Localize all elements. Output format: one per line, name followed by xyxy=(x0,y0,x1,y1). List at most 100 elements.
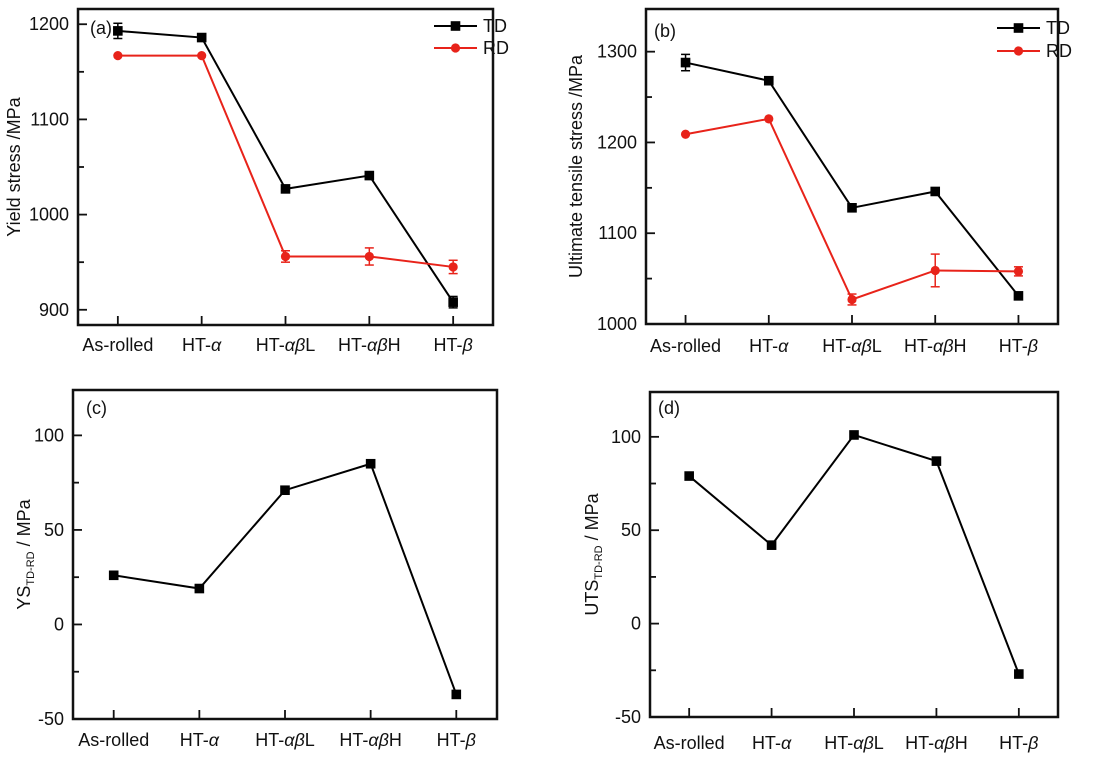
series-TD xyxy=(113,22,458,309)
data-point-square xyxy=(108,570,119,581)
x-tick-label: HT-α xyxy=(180,730,220,750)
series-line xyxy=(688,433,1020,675)
data-point-circle xyxy=(680,129,691,139)
axis-box xyxy=(644,7,1060,326)
y-axis-title: UTSTD-RD / MPa xyxy=(582,492,605,615)
axis-box xyxy=(71,388,499,721)
data-point-square xyxy=(931,456,942,466)
legend-label-TD: TD xyxy=(1046,18,1070,38)
panel-letter: (b) xyxy=(654,21,676,41)
series-RD xyxy=(680,114,1024,306)
x-axis-ticks: As-rolled HT-α HT-αβL HT-αβH HT-β xyxy=(82,316,473,355)
panel-letter: (a) xyxy=(90,18,112,38)
legend-label-RD: RD xyxy=(1046,41,1072,61)
data-point-square xyxy=(684,471,694,481)
y-tick-label: 1200 xyxy=(29,14,69,34)
chart-panel-c-ys-difference: -50 0 50 100 As-rolled HT-α HT-αβL HT-αβH HT-β (c… xyxy=(14,388,499,750)
x-tick-label: HT-α xyxy=(752,733,792,753)
y-tick-label: 900 xyxy=(39,300,69,320)
x-tick-label: HT-α xyxy=(749,336,789,356)
y-axis-ticks: -50 0 50 100 xyxy=(611,427,659,727)
data-point-square xyxy=(766,540,777,550)
data-point-circle xyxy=(847,294,857,305)
series-TD xyxy=(680,53,1024,301)
data-point-circle xyxy=(364,251,374,262)
data-point-square xyxy=(763,75,774,86)
y-axis-ticks: 900 1000 1100 1200 xyxy=(29,14,87,320)
x-tick-label: HT-αβH xyxy=(339,730,402,750)
x-tick-label: HT-αβL xyxy=(256,335,316,355)
y-axis-title: Yield stress /MPa xyxy=(4,96,24,236)
data-point-square xyxy=(1013,291,1024,301)
y-tick-label: 1000 xyxy=(29,205,69,225)
x-tick-label: HT-α xyxy=(182,335,222,355)
data-point-square xyxy=(847,203,857,213)
y-tick-label: -50 xyxy=(615,707,641,727)
y-tick-label: 1100 xyxy=(598,223,637,243)
legend-marker-RD xyxy=(450,43,461,53)
legend: TD RD xyxy=(997,18,1072,61)
panel-letter: (d) xyxy=(658,398,680,418)
x-tick-label: HT-β xyxy=(999,336,1038,356)
x-tick-label: HT-αβL xyxy=(255,730,315,750)
y-axis-title: YSTD-RD / MPa xyxy=(14,498,37,609)
y-tick-label: 1100 xyxy=(30,109,69,129)
x-tick-label: HT-αβH xyxy=(338,335,401,355)
y-tick-label: 1200 xyxy=(597,132,637,152)
y-axis-ticks: 1000 1100 1200 1300 xyxy=(597,42,655,334)
data-point-circle xyxy=(197,51,207,61)
y-tick-label: 0 xyxy=(54,614,64,634)
data-point-square xyxy=(280,485,290,496)
x-axis-ticks: As-rolled HT-α HT-αβL HT-αβH HT-β xyxy=(650,315,1038,356)
data-point-square xyxy=(364,170,375,181)
y-axis-title: Ultimate tensile stress /MPa xyxy=(566,54,586,278)
y-tick-label: 0 xyxy=(631,614,641,634)
chart-panel-a-yield-stress: 900 1000 1100 1200 As-rolled HT-α HT-αβL HT-αβH… xyxy=(4,7,509,355)
legend-label-RD: RD xyxy=(483,38,509,58)
data-point-circle xyxy=(448,262,458,272)
panel-letter: (c) xyxy=(86,398,107,418)
x-tick-label: As-rolled xyxy=(78,730,149,750)
y-tick-label: 100 xyxy=(34,425,64,445)
legend-marker-RD xyxy=(1013,46,1024,56)
data-point-square xyxy=(365,458,376,469)
axis-box xyxy=(648,390,1060,719)
y-tick-label: 100 xyxy=(611,427,641,447)
data-point-square xyxy=(196,32,207,43)
x-tick-label: As-rolled xyxy=(650,336,721,356)
data-point-square xyxy=(849,430,859,440)
x-tick-label: HT-αβH xyxy=(904,336,967,356)
series-line xyxy=(685,61,1020,297)
data-point-circle xyxy=(764,114,774,124)
legend-marker-TD xyxy=(450,21,461,31)
series-line xyxy=(117,54,454,268)
x-axis-ticks: As-rolled HT-α HT-αβL HT-αβH HT-β xyxy=(78,710,476,750)
legend-marker-TD xyxy=(1013,23,1024,33)
data-point-circle xyxy=(113,51,123,61)
y-tick-label: -50 xyxy=(38,709,64,729)
series-line xyxy=(113,462,458,695)
y-tick-label: 50 xyxy=(44,520,64,540)
data-point-square xyxy=(680,57,691,68)
x-tick-label: As-rolled xyxy=(82,335,153,355)
legend-label-TD: TD xyxy=(483,16,507,36)
data-point-square xyxy=(1014,669,1024,679)
y-tick-label: 1000 xyxy=(597,314,637,334)
x-axis-ticks: As-rolled HT-α HT-αβL HT-αβH HT-β xyxy=(654,708,1038,753)
chart-panel-d-uts-difference: -50 0 50 100 As-rolled HT-α HT-αβL HT-αβH HT-β (d… xyxy=(582,390,1060,753)
y-axis-ticks: -50 0 50 100 xyxy=(34,425,82,729)
x-tick-label: HT-β xyxy=(999,733,1038,753)
data-point-square xyxy=(448,297,458,307)
x-tick-label: HT-β xyxy=(437,730,476,750)
x-tick-label: HT-αβL xyxy=(824,733,884,753)
series-TD-RD xyxy=(684,430,1024,679)
data-point-square xyxy=(451,689,462,700)
chart-panel-b-ultimate-tensile-stress: 1000 1100 1200 1300 As-rolled HT-α HT-αβL HT-αβ… xyxy=(566,7,1072,356)
axis-box xyxy=(76,7,495,327)
data-point-circle xyxy=(930,265,940,276)
data-point-square xyxy=(930,186,941,197)
x-tick-label: HT-β xyxy=(434,335,473,355)
x-tick-label: HT-αβL xyxy=(822,336,882,356)
